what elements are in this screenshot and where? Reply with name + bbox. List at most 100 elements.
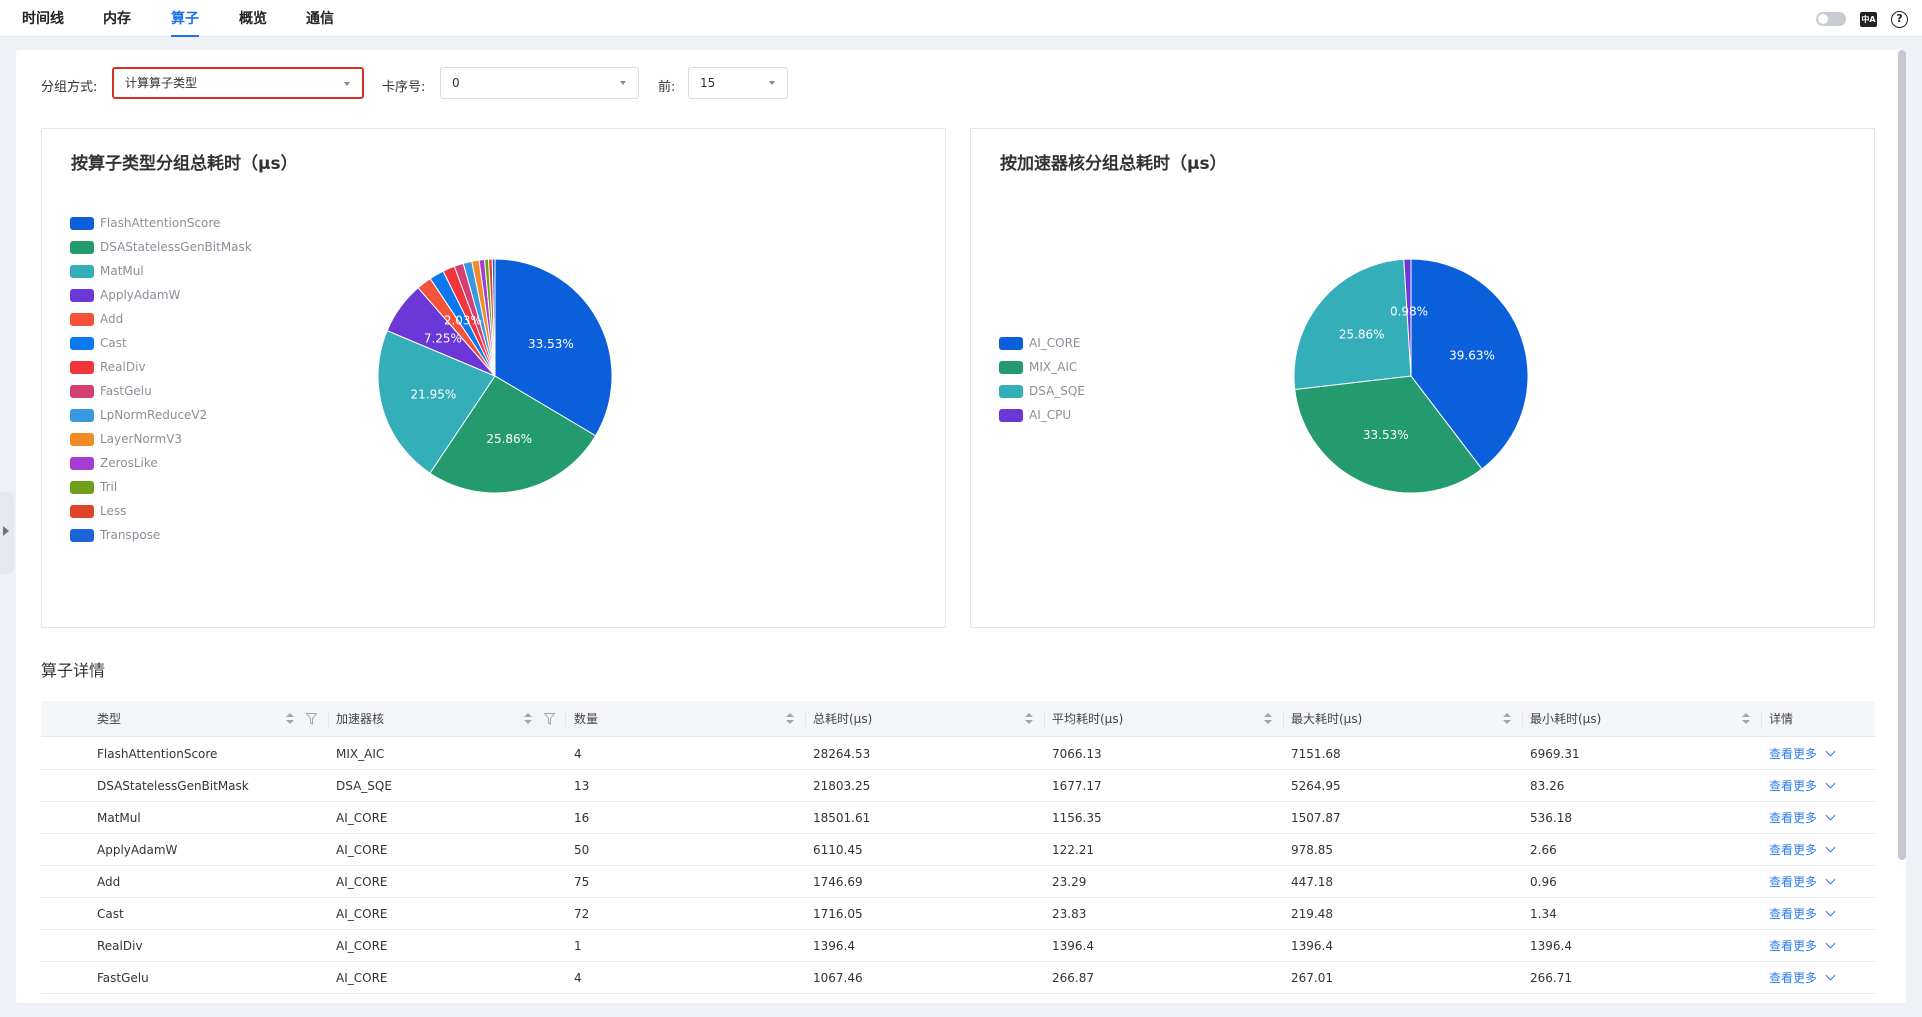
tab-summary[interactable]: 概览 — [239, 11, 267, 27]
chevron-down-icon[interactable] — [1825, 874, 1836, 885]
pie-slice[interactable] — [429, 375, 597, 494]
sort-icon[interactable] — [1264, 713, 1272, 725]
col-max-time[interactable]: 最大耗时(μs) — [1291, 712, 1363, 726]
top-n-select[interactable]: 15 — [688, 67, 788, 99]
legend-label: LayerNormV3 — [100, 432, 183, 446]
pie-slice[interactable] — [494, 258, 613, 437]
group-by-select[interactable]: 计算算子类型 — [112, 67, 364, 99]
pie-slice[interactable] — [1410, 258, 1529, 470]
view-more-link[interactable]: 查看更多 — [1769, 971, 1818, 985]
chevron-down-icon[interactable] — [1825, 842, 1836, 853]
col-avg-time[interactable]: 平均耗时(μs) — [1052, 712, 1124, 726]
cell-total-time: 6110.45 — [813, 843, 863, 857]
col-details: 详情 — [1769, 712, 1794, 726]
help-icon[interactable]: ? — [1891, 10, 1908, 28]
legend-swatch — [70, 241, 94, 254]
sort-icon[interactable] — [786, 713, 794, 725]
legend-swatch — [999, 361, 1023, 374]
language-icon[interactable]: 中A — [1860, 11, 1877, 27]
header-tools: 中A ? — [1816, 9, 1908, 29]
pie-slice[interactable] — [1403, 258, 1412, 377]
pie-slice[interactable] — [377, 329, 496, 474]
column-divider[interactable] — [565, 711, 566, 727]
cell-min-time: 1396.4 — [1530, 939, 1572, 953]
chevron-down-icon[interactable] — [1825, 746, 1836, 757]
tab-timeline[interactable]: 时间线 — [22, 11, 64, 27]
group-by-value: 计算算子类型 — [125, 76, 198, 90]
col-total-time[interactable]: 总耗时(μs) — [813, 712, 873, 726]
legend-swatch — [70, 313, 94, 326]
cell-max-time: 978.85 — [1291, 843, 1333, 857]
view-more-link[interactable]: 查看更多 — [1769, 939, 1818, 953]
legend-label: MatMul — [100, 264, 144, 278]
chevron-down-icon[interactable] — [1825, 778, 1836, 789]
chevron-down-icon[interactable] — [1825, 938, 1836, 949]
view-more-cell: 查看更多 — [1769, 738, 1836, 770]
view-more-link[interactable]: 查看更多 — [1769, 843, 1818, 857]
col-accelerator-core[interactable]: 加速器核 — [336, 712, 385, 726]
column-divider[interactable] — [328, 711, 329, 727]
view-more-link[interactable]: 查看更多 — [1769, 779, 1818, 793]
legend-swatch — [999, 385, 1023, 398]
card-index-select[interactable]: 0 — [440, 67, 639, 99]
col-min-time[interactable]: 最小耗时(μs) — [1530, 712, 1602, 726]
view-more-link[interactable]: 查看更多 — [1769, 811, 1818, 825]
tab-operator[interactable]: 算子 — [171, 8, 199, 37]
table-row: Add AI_CORE 75 1746.69 23.29 447.18 0.96 查看更多 — [41, 866, 1875, 898]
cell-avg-time: 7066.13 — [1052, 747, 1102, 761]
cell-max-time: 5264.95 — [1291, 779, 1341, 793]
legend-swatch — [70, 505, 94, 518]
pie-slice[interactable] — [1293, 258, 1412, 391]
sort-icon[interactable] — [1503, 713, 1511, 725]
cell-avg-time: 23.83 — [1052, 907, 1087, 921]
view-more-cell: 查看更多 — [1769, 834, 1836, 866]
sort-icon[interactable] — [524, 713, 532, 725]
chevron-down-icon[interactable] — [1825, 810, 1836, 821]
cell-type: Cast — [97, 907, 124, 921]
pie-slice[interactable] — [1294, 375, 1483, 494]
cell-count: 13 — [574, 779, 590, 793]
cell-min-time: 266.71 — [1530, 971, 1572, 985]
slice-percent-label: 2.03% — [444, 313, 482, 327]
view-more-link[interactable]: 查看更多 — [1769, 747, 1818, 761]
slice-percent-label: 21.95% — [411, 388, 457, 402]
sort-icon[interactable] — [1742, 713, 1750, 725]
column-divider[interactable] — [1522, 711, 1523, 727]
chevron-down-icon[interactable] — [1825, 970, 1836, 981]
legend-label: ApplyAdamW — [100, 288, 181, 302]
cell-avg-time: 1156.35 — [1052, 811, 1102, 825]
tab-memory[interactable]: 内存 — [103, 11, 131, 27]
column-divider[interactable] — [1044, 711, 1045, 727]
view-more-link[interactable]: 查看更多 — [1769, 875, 1818, 889]
legend-label: FastGelu — [100, 384, 152, 398]
sort-icon[interactable] — [1025, 713, 1033, 725]
sidebar-expand-handle[interactable] — [0, 492, 14, 574]
chevron-down-icon — [344, 82, 350, 86]
cell-max-time: 219.48 — [1291, 907, 1333, 921]
vertical-scrollbar[interactable] — [1898, 50, 1906, 860]
theme-toggle[interactable] — [1816, 12, 1846, 26]
pie-slice[interactable] — [491, 258, 496, 377]
op-type-pie-chart: 33.53% 25.86% 21.95% 7.25% 2.03% — [377, 258, 613, 494]
legend-swatch — [999, 337, 1023, 350]
col-count[interactable]: 数量 — [574, 712, 599, 726]
legend-swatch — [70, 265, 94, 278]
view-more-cell: 查看更多 — [1769, 898, 1836, 930]
col-type[interactable]: 类型 — [97, 712, 122, 726]
filter-icon[interactable] — [544, 713, 555, 725]
chevron-down-icon[interactable] — [1825, 906, 1836, 917]
sort-icon[interactable] — [286, 713, 294, 725]
view-more-cell: 查看更多 — [1769, 930, 1836, 962]
column-divider[interactable] — [1761, 711, 1762, 727]
cell-accelerator-core: AI_CORE — [336, 843, 388, 857]
column-divider[interactable] — [805, 711, 806, 727]
view-more-link[interactable]: 查看更多 — [1769, 907, 1818, 921]
column-divider[interactable] — [1283, 711, 1284, 727]
op-type-chart-title: 按算子类型分组总耗时（μs） — [71, 154, 298, 174]
view-more-cell: 查看更多 — [1769, 802, 1836, 834]
filter-icon[interactable] — [306, 713, 317, 725]
legend-swatch — [70, 217, 94, 230]
card-index-label: 卡序号: — [382, 80, 426, 95]
tab-communication[interactable]: 通信 — [306, 11, 334, 27]
slice-percent-label: 7.25% — [424, 331, 462, 345]
